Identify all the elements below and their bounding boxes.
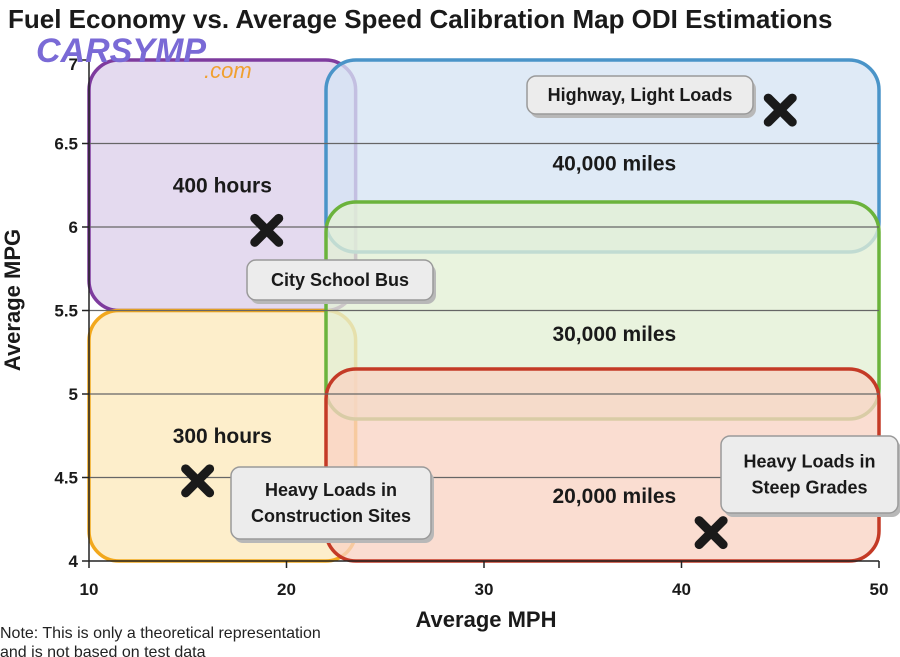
- x-axis-label: Average MPH: [415, 607, 556, 632]
- callout-text-line: City School Bus: [271, 270, 409, 290]
- watermark-main: CARSYMP: [36, 32, 206, 70]
- y-axis-label: Average MPG: [0, 229, 25, 371]
- y-tick-label-5-5: 5.5: [54, 302, 78, 321]
- callout-text-line: Highway, Light Loads: [548, 85, 733, 105]
- region-label-20-000-miles: 20,000 miles: [552, 485, 676, 508]
- region-label-30-000-miles: 30,000 miles: [552, 323, 676, 346]
- point-marker-stroke: [694, 516, 728, 550]
- point-marker-stroke: [181, 464, 215, 498]
- x-tick-label-20: 20: [277, 580, 296, 599]
- watermark-sub: .com: [204, 58, 252, 83]
- point-marker-city-school-bus: [250, 213, 284, 247]
- point-marker-highway-light-loads: [763, 93, 797, 127]
- callouts-layer: Highway, Light Loads City School Bus Heavy…: [230, 75, 900, 543]
- region-label-300-hours: 300 hours: [173, 425, 272, 448]
- point-marker-stroke: [250, 213, 284, 247]
- callout-highway-light-loads: Highway, Light Loads: [526, 75, 756, 118]
- callout-text-line: Steep Grades: [751, 478, 867, 498]
- callout-text-line: Heavy Loads in: [743, 452, 875, 472]
- point-marker-heavy-loads-in-construction-sites: [181, 464, 215, 498]
- y-tick-label-4-5: 4.5: [54, 469, 78, 488]
- callout-box: [246, 259, 434, 301]
- point-marker-stroke: [763, 93, 797, 127]
- callout-city-school-bus: City School Bus: [246, 259, 436, 304]
- y-ticks: 4 4.5 5 5.5 6 6.5 7: [54, 55, 89, 571]
- y-tick-label-7: 7: [69, 55, 78, 74]
- callout-box: [230, 466, 432, 540]
- callout-box: [720, 435, 899, 514]
- callout-heavy-loads-in-construction-sites: Heavy Loads in Construction Sites: [230, 466, 434, 543]
- y-tick-label-5: 5: [69, 385, 78, 404]
- y-tick-label-6: 6: [69, 218, 78, 237]
- callout-text-line: Heavy Loads in: [265, 480, 397, 500]
- region-labels-layer: 400 hours 300 hours 40,000 miles 30,000 mil…: [173, 153, 677, 508]
- point-marker-heavy-loads-in-steep-grades: [694, 516, 728, 550]
- x-ticks: 10 20 30 40 50: [80, 561, 889, 599]
- x-tick-label-10: 10: [80, 580, 99, 599]
- gridlines-layer: [89, 142, 879, 479]
- callout-heavy-loads-in-steep-grades: Heavy Loads in Steep Grades: [720, 435, 900, 517]
- callout-text-line: Construction Sites: [251, 506, 411, 526]
- markers-layer: [181, 93, 797, 550]
- x-tick-label-40: 40: [672, 580, 691, 599]
- chart-title: Fuel Economy vs. Average Speed Calibrati…: [8, 4, 833, 34]
- x-tick-label-50: 50: [870, 580, 889, 599]
- y-tick-label-6-5: 6.5: [54, 135, 78, 154]
- callout-box: [526, 75, 754, 115]
- note-line-1: Note: This is only a theoretical represe…: [0, 625, 321, 642]
- region-label-40-000-miles: 40,000 miles: [552, 153, 676, 176]
- x-tick-label-30: 30: [475, 580, 494, 599]
- y-tick-label-4: 4: [69, 552, 79, 571]
- note-line-2: and is not based on test data: [0, 644, 206, 657]
- watermark-logo: CARSYMP .com: [36, 32, 252, 83]
- region-label-400-hours: 400 hours: [173, 174, 272, 197]
